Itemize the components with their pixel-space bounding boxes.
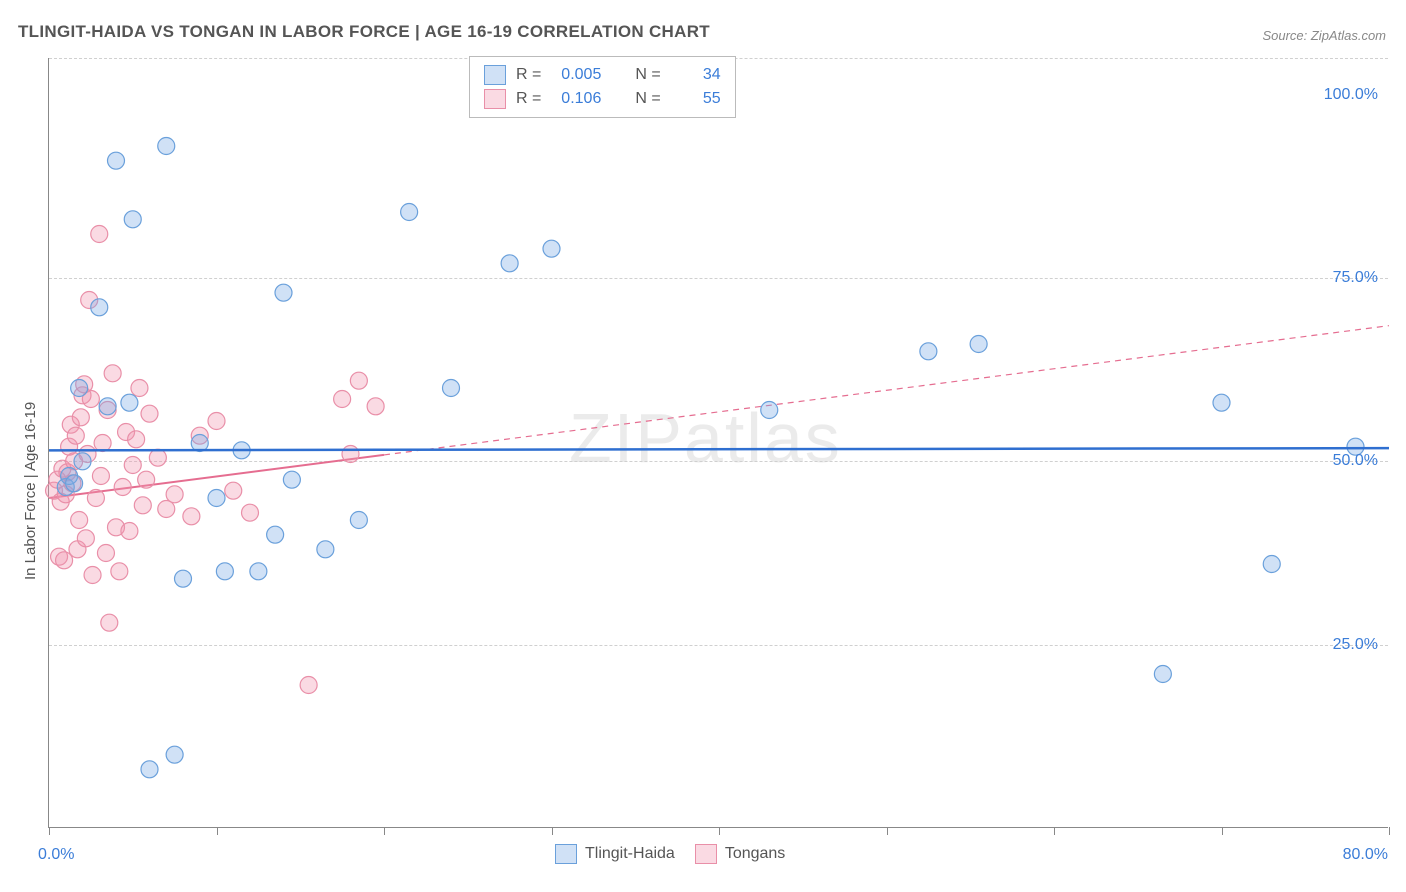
plot-area: ZIPatlas R =0.005N =34R =0.106N =55 25.0…	[48, 58, 1388, 828]
x-tick	[1054, 827, 1055, 835]
x-tick	[1222, 827, 1223, 835]
x-axis-max-label: 80.0%	[1343, 846, 1388, 864]
y-tick-label: 100.0%	[1324, 86, 1378, 104]
y-tick-label: 25.0%	[1333, 636, 1378, 654]
y-axis-title: In Labor Force | Age 16-19	[22, 402, 39, 580]
x-tick	[1389, 827, 1390, 835]
x-axis-min-label: 0.0%	[38, 846, 74, 864]
legend-label: Tongans	[725, 845, 786, 863]
x-tick	[49, 827, 50, 835]
legend-item: Tlingit-Haida	[555, 844, 675, 864]
legend-swatch	[555, 844, 577, 864]
legend-series: Tlingit-Haida Tongans	[555, 844, 785, 864]
x-tick	[217, 827, 218, 835]
x-tick	[887, 827, 888, 835]
x-tick	[552, 827, 553, 835]
legend-correlation-stats: R =0.005N =34R =0.106N =55	[469, 56, 736, 118]
legend-swatch	[695, 844, 717, 864]
plot-svg	[49, 58, 1388, 827]
legend-swatch	[484, 65, 506, 85]
chart-title: TLINGIT-HAIDA VS TONGAN IN LABOR FORCE |…	[18, 22, 710, 42]
y-tick-label: 50.0%	[1333, 452, 1378, 470]
source-label: Source: ZipAtlas.com	[1262, 28, 1386, 43]
correlation-chart: TLINGIT-HAIDA VS TONGAN IN LABOR FORCE |…	[0, 0, 1406, 892]
y-tick-label: 75.0%	[1333, 269, 1378, 287]
legend-item: Tongans	[695, 844, 786, 864]
legend-stat-row: R =0.005N =34	[484, 63, 721, 87]
legend-stat-row: R =0.106N =55	[484, 87, 721, 111]
x-tick	[719, 827, 720, 835]
legend-swatch	[484, 89, 506, 109]
legend-label: Tlingit-Haida	[585, 845, 675, 863]
x-tick	[384, 827, 385, 835]
